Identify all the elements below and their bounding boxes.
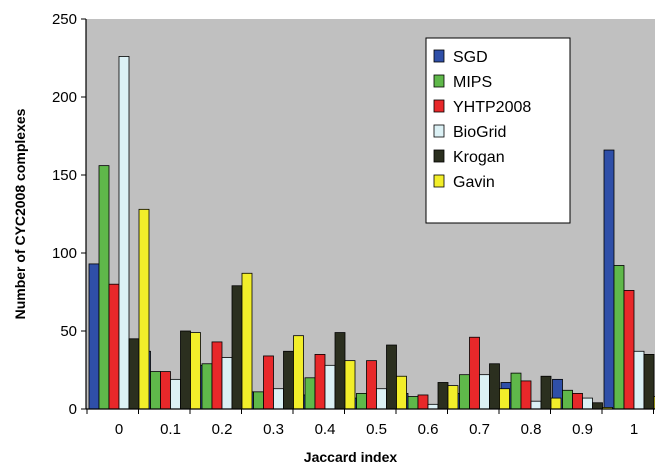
bar-yhtp2008-1	[623, 290, 635, 410]
y-tick-label: 250	[52, 11, 77, 28]
bar-yhtp2008-0.8	[520, 380, 532, 410]
bar-yhtp2008-0	[108, 283, 120, 410]
bar-mips-0.8	[510, 372, 522, 410]
bar-biogrid-0.3	[273, 388, 284, 410]
y-tick-label: 200	[52, 89, 77, 106]
bar-krogan-0.1	[180, 330, 191, 410]
bar-mips-0.1	[150, 371, 161, 410]
bar-biogrid-0.8	[530, 400, 542, 410]
bar-krogan-0.9	[592, 402, 603, 410]
bar-mips-0.9	[562, 389, 573, 410]
bar-biogrid-0.4	[324, 364, 336, 410]
bar-gavin-0.4	[344, 360, 356, 410]
legend-swatch-yhtp2008	[433, 99, 445, 113]
bar-krogan-0.2	[231, 285, 243, 410]
bar-krogan-1	[643, 353, 655, 410]
axes-group	[81, 18, 655, 414]
y-tick-labels: 0 50 100 150 200 250	[52, 11, 77, 418]
x-tick-label: 1	[630, 421, 638, 438]
x-tick-label: 0.3	[263, 421, 284, 438]
bar-gavin-0.2	[241, 272, 253, 410]
bar-biogrid-0.6	[427, 403, 439, 410]
bar-mips-0.2	[201, 363, 213, 410]
legend-box	[425, 37, 571, 224]
bar-krogan-0.5	[386, 344, 397, 410]
x-tick-label: 0	[115, 421, 123, 438]
bar-biogrid-0.5	[376, 388, 387, 410]
legend: SGD MIPS YHTP2008 BioGrid Krogan Gavin	[425, 37, 571, 224]
bar-gavin-0.3	[293, 335, 304, 410]
x-tick-label: 0.7	[469, 421, 490, 438]
bar-gavin-0.5	[396, 375, 407, 410]
x-axis-title: Jaccard index	[304, 449, 398, 465]
bar-mips-0	[98, 165, 110, 410]
y-tick-label: 100	[52, 245, 77, 262]
bar-krogan-0.8	[540, 375, 552, 410]
legend-swatch-krogan	[433, 149, 445, 163]
x-tick-label: 0.2	[212, 421, 233, 438]
bar-sgd-0	[88, 263, 100, 410]
bar-mips-0.7	[459, 374, 470, 410]
bar-biogrid-0.2	[221, 357, 233, 410]
bar-mips-1	[613, 265, 625, 410]
bar-mips-0.5	[356, 392, 367, 410]
legend-swatch-gavin	[433, 174, 445, 188]
x-tick-label: 0.4	[315, 421, 336, 438]
legend-label-mips: MIPS	[453, 74, 492, 91]
bar-krogan-0.7	[489, 363, 500, 410]
bar-mips-0.3	[253, 391, 264, 410]
legend-swatch-mips	[433, 74, 445, 88]
legend-label-yhtp2008: YHTP2008	[453, 99, 531, 116]
bar-yhtp2008-0.6	[417, 394, 429, 410]
bar-gavin-0.6	[447, 385, 459, 410]
legend-label-krogan: Krogan	[453, 149, 505, 166]
bar-yhtp2008-0.7	[469, 336, 480, 410]
bar-mips-0.6	[407, 396, 419, 410]
bar-krogan-0.6	[437, 382, 449, 410]
bar-yhtp2008-0.9	[572, 392, 583, 410]
bar-krogan-0.3	[283, 350, 294, 410]
legend-label-sgd: SGD	[453, 49, 488, 66]
x-tick-label: 0.6	[418, 421, 439, 438]
y-axis-title: Number of CYC2008 complexes	[12, 108, 28, 319]
bar-gavin-0.1	[190, 332, 201, 410]
x-tick-labels: 0 0.1 0.2 0.3 0.4 0.5 0.6 0.7 0.8 0.9 1	[115, 421, 638, 438]
bar-sgd-1	[603, 149, 615, 410]
x-tick-label: 0.5	[366, 421, 387, 438]
bar-gavin-0.7	[499, 388, 510, 410]
bar-yhtp2008-0.3	[263, 355, 274, 410]
legend-label-biogrid: BioGrid	[453, 124, 506, 141]
bar-krogan-0.4	[334, 332, 346, 410]
bar-yhtp2008-0.5	[366, 360, 377, 410]
bar-biogrid-0	[118, 56, 130, 410]
x-tick-label: 0.8	[521, 421, 542, 438]
bar-biogrid-0.1	[170, 378, 181, 410]
bar-krogan-0	[128, 338, 140, 410]
y-tick-label: 50	[60, 323, 77, 340]
x-tick-label: 0.9	[572, 421, 593, 438]
bar-biogrid-0.9	[582, 397, 593, 410]
bar-biogrid-1	[633, 350, 645, 410]
x-tick-label: 0.1	[160, 421, 181, 438]
bar-yhtp2008-0.2	[211, 341, 223, 410]
bar-gavin-0	[138, 208, 150, 410]
bar-yhtp2008-0.1	[160, 371, 171, 410]
bar-mips-0.4	[304, 377, 316, 410]
y-tick-label: 0	[69, 401, 77, 418]
legend-swatch-biogrid	[433, 124, 445, 138]
y-tick-label: 150	[52, 167, 77, 184]
bar-gavin-0.8	[550, 397, 562, 410]
bar-yhtp2008-0.4	[314, 353, 326, 410]
legend-swatch-sgd	[433, 49, 445, 63]
bar-biogrid-0.7	[479, 374, 490, 410]
legend-label-gavin: Gavin	[453, 174, 495, 191]
